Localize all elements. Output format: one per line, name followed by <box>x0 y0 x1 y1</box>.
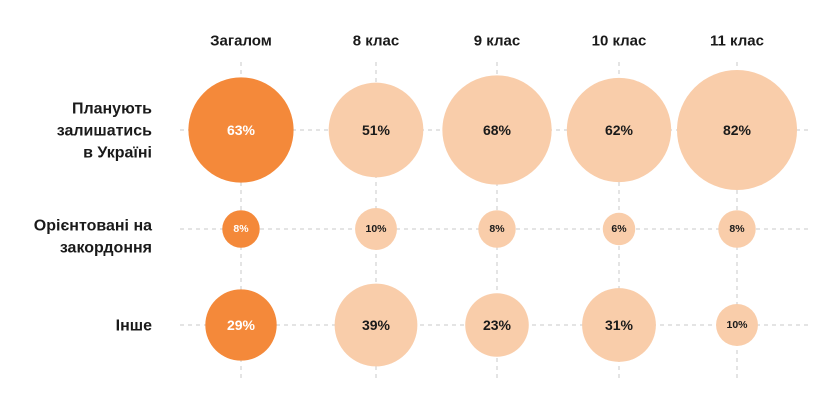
row-label: Планують залишатись в Україні <box>57 101 152 162</box>
bubble <box>222 210 260 248</box>
column-header: 9 клас <box>474 33 520 50</box>
row-label: Орієнтовані на закордоння <box>34 218 152 257</box>
bubble <box>205 289 277 361</box>
data-label: 10% <box>365 223 387 235</box>
data-label: 51% <box>362 122 391 138</box>
bubble <box>478 210 516 248</box>
bubble <box>718 210 756 248</box>
row-labels: Планують залишатись в Україні Орієнтовані н… <box>34 101 152 335</box>
data-label: 8% <box>233 223 249 235</box>
bubble <box>442 75 552 185</box>
bubble <box>582 288 656 362</box>
bubble <box>188 77 294 183</box>
bubble <box>355 208 397 250</box>
column-header: 8 клас <box>353 33 399 50</box>
bubble <box>328 82 424 178</box>
data-label: 29% <box>227 317 256 333</box>
column-header: 11 клас <box>710 33 764 50</box>
data-label: 8% <box>489 223 505 235</box>
data-label: 68% <box>483 122 512 138</box>
bubble <box>716 304 758 346</box>
data-label: 6% <box>611 223 627 235</box>
row-label: Інше <box>116 318 152 335</box>
data-label: 62% <box>605 122 634 138</box>
bubble <box>334 283 418 367</box>
data-label: 23% <box>483 317 512 333</box>
column-header: Загалом <box>210 33 272 50</box>
data-label: 10% <box>726 319 748 331</box>
bubble <box>602 212 636 246</box>
data-label: 8% <box>729 223 745 235</box>
column-header: 10 клас <box>592 33 647 50</box>
data-label: 63% <box>227 122 256 138</box>
bubble <box>566 77 672 183</box>
column-headers: Загалом 8 клас 9 клас 10 клас 11 клас <box>210 33 764 50</box>
bubble <box>677 70 797 190</box>
data-label: 82% <box>723 122 752 138</box>
data-label: 39% <box>362 317 391 333</box>
data-label: 31% <box>605 317 634 333</box>
bubble <box>465 293 529 357</box>
bubbles: 63% 51% 68% 62% 82% 8% 10% 8% 6% 8% 29% 39% 23% 31% 10… <box>188 70 797 367</box>
